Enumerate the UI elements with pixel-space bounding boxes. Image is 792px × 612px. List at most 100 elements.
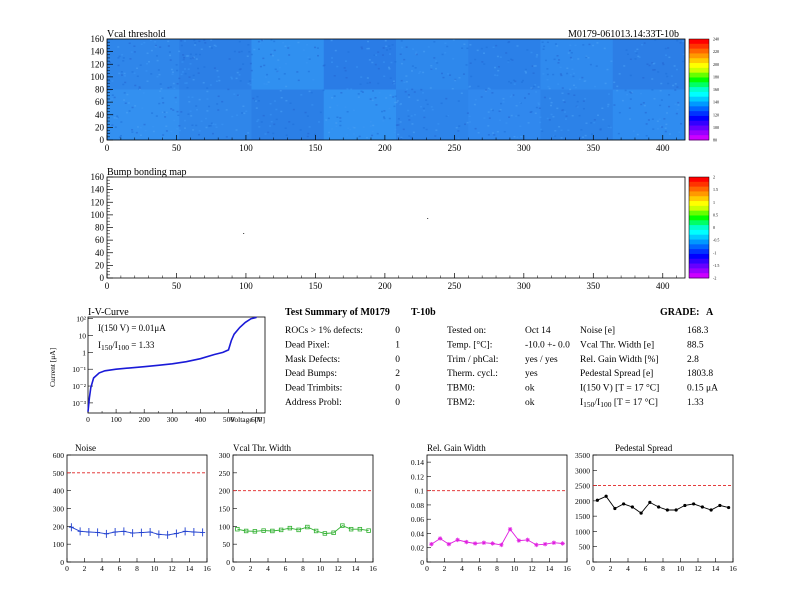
pixel-speckle [469,121,472,123]
pixel-speckle [271,54,274,57]
pixel-speckle [347,51,350,53]
data-point [542,541,548,547]
plot-pedestal-spread: Pedestal Spread 0 2 4 6 8 10 12 14 16 0 500 1000 1500… [575,443,737,573]
pixel-speckle [206,110,209,112]
pixel-speckle [561,87,564,89]
pixel-speckle [145,70,148,72]
data-point [727,505,731,510]
pixel-speckle [292,108,295,111]
pixel-speckle [446,73,449,75]
plot-frame [232,454,374,563]
pixel-speckle [141,107,144,109]
bump-colorbar: 2 1.5 1 0.5 0 -0.5 -1 -1.5 -2 [688,175,719,281]
series-line [71,526,203,536]
colorbar-label: 240 [713,37,719,42]
pixel-speckle [635,52,638,54]
pixel-speckle [594,85,597,88]
pixel-speckle [511,59,514,61]
colorbar-swatch [689,130,709,136]
pixel-speckle [228,58,231,60]
pixel-speckle [405,46,408,48]
pixel-speckle [481,61,484,63]
pixel-speckle [577,58,580,60]
grade-value: A [706,307,714,318]
pixel-speckle [169,54,172,57]
pixel-speckle [400,136,403,139]
y-tick-label: 3000 [575,466,590,475]
pixel-speckle [367,40,370,43]
pixel-speckle [385,97,388,99]
pixel-speckle [672,84,675,87]
pixel-speckle [282,41,285,44]
pixel-speckle [433,57,436,59]
pixel-speckle [238,74,241,76]
pixel-speckle [469,44,472,46]
pixel-speckle [515,115,518,117]
pixel-speckle [192,78,195,81]
pixel-speckle [582,44,585,46]
pixel-speckle [425,99,428,101]
colorbar-swatch [689,229,709,236]
pixel-speckle [288,54,291,56]
data-point [165,530,171,539]
pixel-speckle [566,72,569,75]
pixel-speckle [111,74,114,77]
pixel-speckle [284,63,287,65]
pixel-speckle [180,44,183,47]
pixel-speckle [322,64,325,67]
pixel-speckle [630,92,633,94]
pixel-speckle [583,80,586,82]
pixel-speckle [652,69,655,71]
pixel-speckle [410,115,413,117]
roc-tile [396,39,469,90]
pixel-speckle [277,59,280,61]
pixel-speckle [667,82,670,85]
pixel-speckle [238,68,241,71]
pixel-speckle [264,76,267,78]
pixel-speckle [176,69,179,72]
pixel-speckle [543,45,546,48]
data-point [630,505,634,509]
x-tick-label: 50 [172,281,182,291]
pixel-speckle [596,42,599,44]
pixel-speckle [651,118,654,120]
pixel-speckle [410,136,413,139]
data-point [595,498,599,502]
pixel-speckle [161,97,164,99]
x-tick-label: 300 [517,143,531,153]
defect-label: Mask Defects: [285,354,340,365]
roc-tile [540,89,614,141]
pixel-speckle [238,40,241,43]
pixel-speckle [458,77,461,79]
y-tick-label: 160 [91,34,105,44]
pixel-speckle [144,129,147,132]
y-tick-label: 100 [91,210,105,220]
pixel-speckle [415,53,418,56]
pixel-speckle [296,71,299,73]
pixel-speckle [124,81,127,84]
pixel-speckle [170,130,173,133]
pixel-speckle [221,100,224,103]
plot-frame [426,454,568,563]
pixel-speckle [629,98,632,100]
colorbar-swatch [689,43,709,50]
pixel-speckle [463,43,466,46]
pixel-speckle [507,41,510,44]
pixel-speckle [470,75,473,78]
vcal-threshold-panel: Vcal threshold M0179-061013.14:33T-10b 0… [91,29,720,153]
data-point [261,528,266,533]
measurement-value: 1803.8 [687,369,713,379]
pixel-speckle [546,117,549,120]
pixel-speckle [327,117,330,120]
pixel-speckle [347,127,350,130]
pixel-speckle [664,130,667,133]
pixel-speckle [116,117,119,120]
vcal-axes: 0 50 100 150 200 250 300 350 400 0 20 40 60 80 100 120 1… [91,34,677,153]
plot-title: Vcal Thr. Width [233,443,292,453]
pixel-speckle [128,42,131,45]
colorbar-swatch [689,39,709,45]
x-tick-label: 2 [83,564,87,573]
pixel-speckle [191,96,194,99]
pixel-speckle [567,52,570,54]
pixel-speckle [242,105,245,108]
